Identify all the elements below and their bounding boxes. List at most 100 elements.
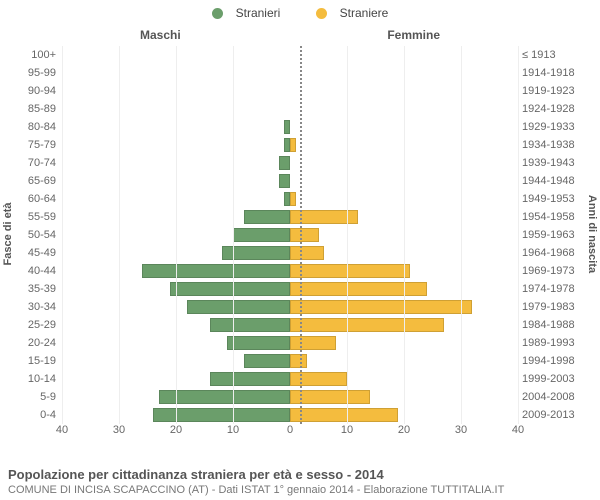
bar-pair (62, 64, 518, 82)
year-label: 1974-1978 (522, 283, 580, 295)
bar-pair (62, 154, 518, 172)
x-gridline (518, 46, 519, 424)
bar-female (290, 282, 427, 296)
year-label: 1914-1918 (522, 67, 580, 79)
x-gridline (461, 46, 462, 424)
x-tick: 10 (341, 424, 353, 436)
year-label: 1959-1963 (522, 229, 580, 241)
age-label: 35-39 (20, 283, 56, 295)
bar-male (142, 264, 290, 278)
bar-male (244, 354, 290, 368)
age-label: 90-94 (20, 85, 56, 97)
bar-female (290, 336, 336, 350)
year-label: 1969-1973 (522, 265, 580, 277)
age-label: 100+ (20, 49, 56, 61)
year-label: 1964-1968 (522, 247, 580, 259)
x-tick: 30 (113, 424, 125, 436)
column-header-female: Femmine (387, 28, 440, 42)
age-label: 75-79 (20, 139, 56, 151)
bar-pair (62, 46, 518, 64)
year-label: 1949-1953 (522, 193, 580, 205)
year-label: 1954-1958 (522, 211, 580, 223)
legend-item-male: Stranieri (204, 6, 289, 20)
bar-male (233, 228, 290, 242)
bar-male (284, 120, 290, 134)
male-swatch (212, 8, 223, 19)
legend-item-female: Straniere (308, 6, 397, 20)
bar-male (153, 408, 290, 422)
bar-male (222, 246, 290, 260)
chart-title: Popolazione per cittadinanza straniera p… (8, 467, 592, 482)
age-label: 20-24 (20, 337, 56, 349)
legend-label-female: Straniere (340, 6, 389, 20)
age-label: 10-14 (20, 373, 56, 385)
bar-pair (62, 190, 518, 208)
chart-subtitle: COMUNE DI INCISA SCAPACCINO (AT) - Dati … (8, 484, 592, 496)
bar-pair (62, 172, 518, 190)
age-label: 25-29 (20, 319, 56, 331)
bar-male (210, 372, 290, 386)
female-swatch (316, 8, 327, 19)
bar-pair (62, 244, 518, 262)
x-axis: 40302010010203040 (62, 424, 518, 444)
x-tick: 30 (455, 424, 467, 436)
bar-male (187, 300, 290, 314)
bar-pair (62, 406, 518, 424)
bar-pair (62, 334, 518, 352)
age-label: 65-69 (20, 175, 56, 187)
bar-pair (62, 208, 518, 226)
age-label: 30-34 (20, 301, 56, 313)
legend-label-male: Stranieri (236, 6, 281, 20)
year-label: 1994-1998 (522, 355, 580, 367)
age-label: 70-74 (20, 157, 56, 169)
age-label: 15-19 (20, 355, 56, 367)
bar-pair (62, 370, 518, 388)
year-label: 1944-1948 (522, 175, 580, 187)
age-label: 60-64 (20, 193, 56, 205)
age-label: 80-84 (20, 121, 56, 133)
x-tick: 0 (287, 424, 293, 436)
x-gridline (404, 46, 405, 424)
bar-pair (62, 136, 518, 154)
bar-female (290, 300, 472, 314)
bar-female (290, 318, 444, 332)
x-gridline (347, 46, 348, 424)
year-label: 1934-1938 (522, 139, 580, 151)
year-label: 1924-1928 (522, 103, 580, 115)
age-label: 45-49 (20, 247, 56, 259)
year-label: 1929-1933 (522, 121, 580, 133)
year-label: 1999-2003 (522, 373, 580, 385)
bar-male (210, 318, 290, 332)
x-tick: 40 (56, 424, 68, 436)
year-label: ≤ 1913 (522, 49, 580, 61)
bar-pair (62, 82, 518, 100)
chart-area: Maschi Femmine Fasce di età Anni di nasc… (0, 24, 600, 444)
x-tick: 10 (227, 424, 239, 436)
bar-male (279, 174, 290, 188)
column-header-male: Maschi (140, 28, 181, 42)
bar-female (290, 138, 296, 152)
age-label: 85-89 (20, 103, 56, 115)
x-gridline (233, 46, 234, 424)
bar-female (290, 354, 307, 368)
bar-pair (62, 262, 518, 280)
year-label: 1984-1988 (522, 319, 580, 331)
year-label: 1919-1923 (522, 85, 580, 97)
bar-female (290, 372, 347, 386)
x-tick: 20 (170, 424, 182, 436)
bar-female (290, 192, 296, 206)
bar-male (170, 282, 290, 296)
bar-female (290, 408, 398, 422)
bar-pair (62, 226, 518, 244)
bar-pair (62, 100, 518, 118)
age-label: 40-44 (20, 265, 56, 277)
age-label: 0-4 (20, 409, 56, 421)
x-tick: 20 (398, 424, 410, 436)
bar-pair (62, 352, 518, 370)
bar-female (290, 246, 324, 260)
bar-male (159, 390, 290, 404)
bar-pair (62, 118, 518, 136)
year-label: 1989-1993 (522, 337, 580, 349)
age-label: 5-9 (20, 391, 56, 403)
year-label: 2009-2013 (522, 409, 580, 421)
